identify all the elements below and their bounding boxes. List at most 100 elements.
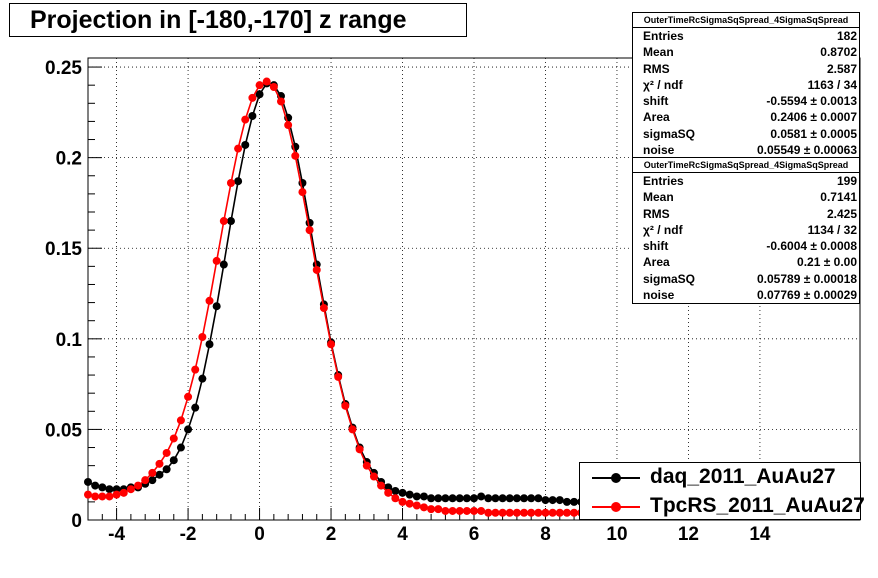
data-point — [355, 445, 364, 454]
data-point — [391, 487, 400, 496]
data-point — [491, 494, 500, 503]
stat-value: 0.0581 ± 0.0005 — [770, 126, 857, 141]
stat-value: 199 — [836, 174, 857, 188]
data-point — [498, 508, 507, 517]
stat-row: χ² / ndf 1134 / 32 — [633, 222, 859, 238]
legend-entry-daq: daq_2011_AuAu27 — [580, 463, 860, 491]
data-point — [427, 494, 436, 503]
data-point — [84, 477, 92, 486]
x-tick-label: 0 — [254, 524, 265, 545]
data-point — [248, 93, 257, 102]
data-point — [455, 494, 464, 503]
data-point — [198, 374, 207, 383]
legend-marker — [611, 473, 621, 483]
data-point — [126, 485, 135, 494]
data-point — [448, 506, 457, 515]
stat-row: Entries 182 — [633, 28, 859, 44]
data-point — [448, 494, 457, 503]
data-point — [412, 501, 421, 510]
stat-value: 1163 / 34 — [807, 77, 857, 92]
data-point — [84, 490, 92, 499]
data-point — [562, 497, 571, 506]
data-point — [334, 372, 343, 381]
data-point — [176, 443, 185, 452]
stat-row: noise 0.07769 ± 0.00029 — [633, 287, 859, 303]
data-point — [484, 494, 493, 503]
y-tick-label: 0.05 — [45, 420, 82, 441]
stat-value: 0.7141 — [820, 190, 857, 205]
data-point — [226, 179, 235, 188]
data-point — [305, 218, 314, 227]
stat-key: sigmaSQ — [643, 126, 696, 141]
x-tick-label: 4 — [397, 524, 408, 545]
y-tick-label: 0.25 — [45, 58, 82, 79]
stats-box-tpcrs: OuterTimeRcSigmaSqSpread_4SigmaSqSpread … — [632, 157, 860, 305]
data-point — [398, 488, 407, 497]
data-point — [570, 508, 579, 517]
data-point — [176, 416, 185, 425]
stat-key: χ² / ndf — [643, 77, 683, 92]
data-point — [462, 506, 471, 515]
stat-value: 0.2406 ± 0.0007 — [770, 110, 857, 125]
data-point — [434, 505, 443, 514]
stat-key: sigmaSQ — [643, 271, 696, 286]
data-point — [212, 302, 221, 311]
stat-row: χ² / ndf 1163 / 34 — [633, 77, 859, 93]
x-tick-label: 12 — [678, 524, 699, 545]
data-point — [470, 506, 478, 515]
data-point — [441, 494, 450, 503]
data-point — [541, 496, 550, 505]
data-point — [234, 177, 243, 186]
data-point — [498, 494, 507, 503]
stat-key: Area — [643, 255, 670, 270]
data-point — [98, 492, 107, 501]
data-point — [505, 494, 514, 503]
stats-box-daq: OuterTimeRcSigmaSqSpread_4SigmaSqSpread … — [632, 12, 860, 160]
data-point — [226, 217, 235, 226]
data-point — [169, 456, 178, 465]
data-point — [555, 508, 564, 517]
stat-row: noise 0.05549 ± 0.00063 — [633, 142, 859, 158]
data-point — [105, 492, 114, 501]
data-point — [512, 508, 521, 517]
data-point — [262, 77, 271, 86]
data-point — [219, 260, 228, 269]
y-tick-label: 0.15 — [45, 239, 82, 260]
data-point — [112, 490, 121, 499]
data-point — [562, 508, 571, 517]
legend-entry-tpcrs: TpcRS_2011_AuAu27 — [580, 492, 865, 520]
data-point — [212, 256, 221, 265]
data-point — [155, 459, 164, 468]
data-point — [277, 97, 285, 106]
x-tick-label: 6 — [469, 524, 480, 545]
data-point — [198, 333, 207, 342]
legend: daq_2011_AuAu27 TpcRS_2011_AuAu27 — [579, 462, 865, 520]
stat-row: shift -0.5594 ± 0.0013 — [633, 93, 859, 109]
data-point — [534, 508, 543, 517]
x-tick-label: 8 — [540, 524, 551, 545]
data-point — [512, 494, 521, 503]
data-point — [527, 508, 536, 517]
data-point — [441, 506, 450, 515]
data-point — [298, 188, 307, 197]
data-point — [91, 492, 100, 501]
stat-row: Mean 0.8702 — [633, 44, 859, 60]
stats-box-name: OuterTimeRcSigmaSqSpread_4SigmaSqSpread — [633, 13, 859, 28]
data-point — [534, 494, 543, 503]
x-tick-label: -2 — [180, 524, 197, 545]
stat-value: 2.587 — [826, 61, 857, 76]
stat-row: RMS 2.587 — [633, 61, 859, 77]
data-point — [455, 506, 464, 515]
data-point — [105, 485, 114, 494]
data-point — [148, 468, 157, 477]
legend-label: daq_2011_AuAu27 — [650, 465, 836, 488]
data-point — [369, 472, 378, 481]
data-point — [470, 494, 478, 503]
stat-key: Entries — [643, 174, 684, 188]
data-point — [191, 365, 200, 374]
stat-key: Mean — [643, 190, 674, 205]
data-point — [491, 508, 500, 517]
data-point — [520, 508, 529, 517]
stat-value: 182 — [836, 29, 857, 43]
data-point — [341, 401, 350, 410]
